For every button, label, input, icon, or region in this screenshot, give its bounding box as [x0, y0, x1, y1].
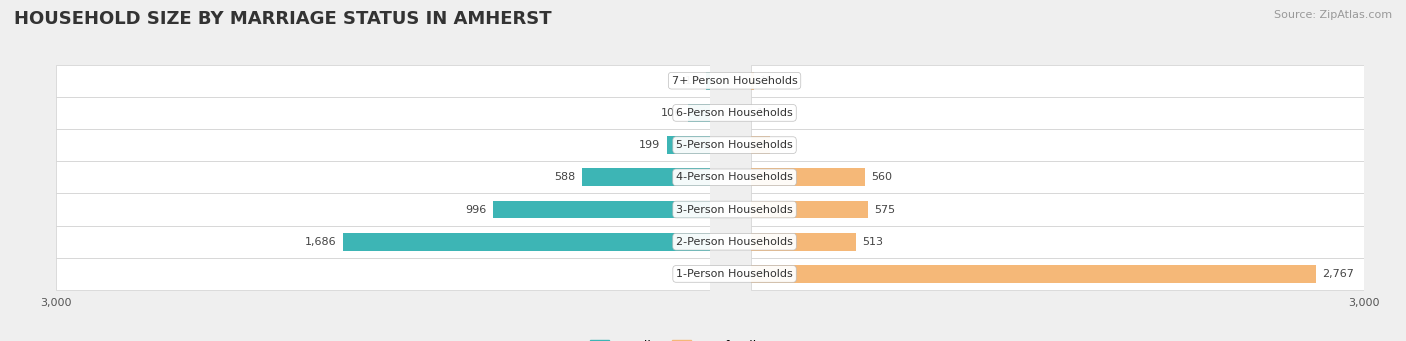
- Bar: [56, 64, 710, 97]
- Text: 7+ Person Households: 7+ Person Households: [672, 76, 797, 86]
- Bar: [751, 97, 1364, 129]
- Text: 588: 588: [554, 172, 575, 182]
- Text: 560: 560: [872, 172, 893, 182]
- Bar: [751, 168, 865, 186]
- Bar: [751, 201, 869, 218]
- Bar: [751, 265, 1316, 283]
- Bar: [56, 193, 710, 226]
- Bar: [751, 72, 754, 90]
- Bar: [56, 129, 710, 161]
- Text: 2-Person Households: 2-Person Households: [676, 237, 793, 247]
- Bar: [751, 129, 1364, 161]
- Bar: [56, 161, 710, 193]
- Bar: [751, 193, 1364, 226]
- Text: 5-Person Households: 5-Person Households: [676, 140, 793, 150]
- Bar: [56, 97, 710, 129]
- Text: 513: 513: [862, 237, 883, 247]
- Bar: [751, 258, 1364, 290]
- Text: 575: 575: [875, 205, 896, 214]
- Text: 6-Person Households: 6-Person Households: [676, 108, 793, 118]
- Text: 3-Person Households: 3-Person Households: [676, 205, 793, 214]
- Bar: [751, 64, 1364, 97]
- Bar: [689, 104, 710, 122]
- Text: Source: ZipAtlas.com: Source: ZipAtlas.com: [1274, 10, 1392, 20]
- Bar: [751, 161, 1364, 193]
- Bar: [343, 233, 710, 251]
- Bar: [494, 201, 710, 218]
- Text: 996: 996: [465, 205, 486, 214]
- Text: 1: 1: [758, 108, 765, 118]
- Bar: [751, 233, 856, 251]
- Text: HOUSEHOLD SIZE BY MARRIAGE STATUS IN AMHERST: HOUSEHOLD SIZE BY MARRIAGE STATUS IN AMH…: [14, 10, 551, 28]
- Bar: [706, 72, 710, 90]
- Text: 4-Person Households: 4-Person Households: [676, 172, 793, 182]
- Text: 2,767: 2,767: [1323, 269, 1354, 279]
- Bar: [56, 258, 710, 290]
- Bar: [666, 136, 710, 154]
- Bar: [582, 168, 710, 186]
- Bar: [751, 226, 1364, 258]
- Text: 1-Person Households: 1-Person Households: [676, 269, 793, 279]
- Bar: [751, 136, 770, 154]
- Text: 1,686: 1,686: [305, 237, 336, 247]
- Text: 15: 15: [761, 76, 775, 86]
- Text: 100: 100: [661, 108, 682, 118]
- Text: 199: 199: [638, 140, 661, 150]
- Legend: Family, Nonfamily: Family, Nonfamily: [585, 335, 769, 341]
- Text: 95: 95: [776, 140, 790, 150]
- Text: 19: 19: [685, 76, 699, 86]
- Bar: [56, 226, 710, 258]
